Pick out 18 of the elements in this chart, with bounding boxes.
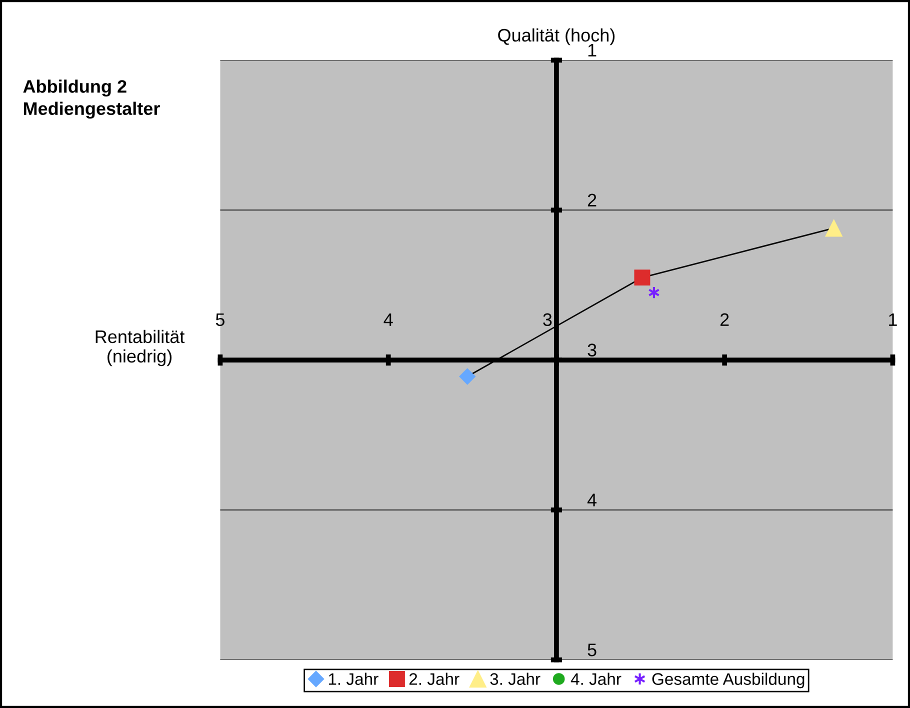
y-tick-label: 2 (588, 194, 596, 206)
x-tick-label: 3 (543, 313, 552, 326)
legend-label: 4. Jahr (570, 672, 622, 685)
legend-label: 3. Jahr (490, 672, 540, 685)
x-tick-label: 5 (216, 313, 224, 326)
x-tick-label: 2 (720, 313, 729, 326)
y-tick-label: 5 (588, 644, 596, 656)
legend-label: 1. Jahr (328, 672, 378, 685)
legend-label: Gesamte Ausbildung (652, 672, 804, 688)
x-tick-label: 4 (384, 313, 393, 326)
y-axis-title: Qualität (hoch) (498, 28, 615, 46)
x-tick-label: 1 (889, 313, 897, 326)
y-tick-label: 1 (588, 44, 596, 56)
legend-label: 2. Jahr (409, 672, 460, 685)
text: Abbildung 2 Mediengestalter (23, 80, 160, 119)
x-axis-title: Rentabilität (niedrig) (96, 330, 185, 366)
y-tick-label: 3 (588, 344, 596, 356)
y-tick-label: 4 (587, 494, 597, 506)
